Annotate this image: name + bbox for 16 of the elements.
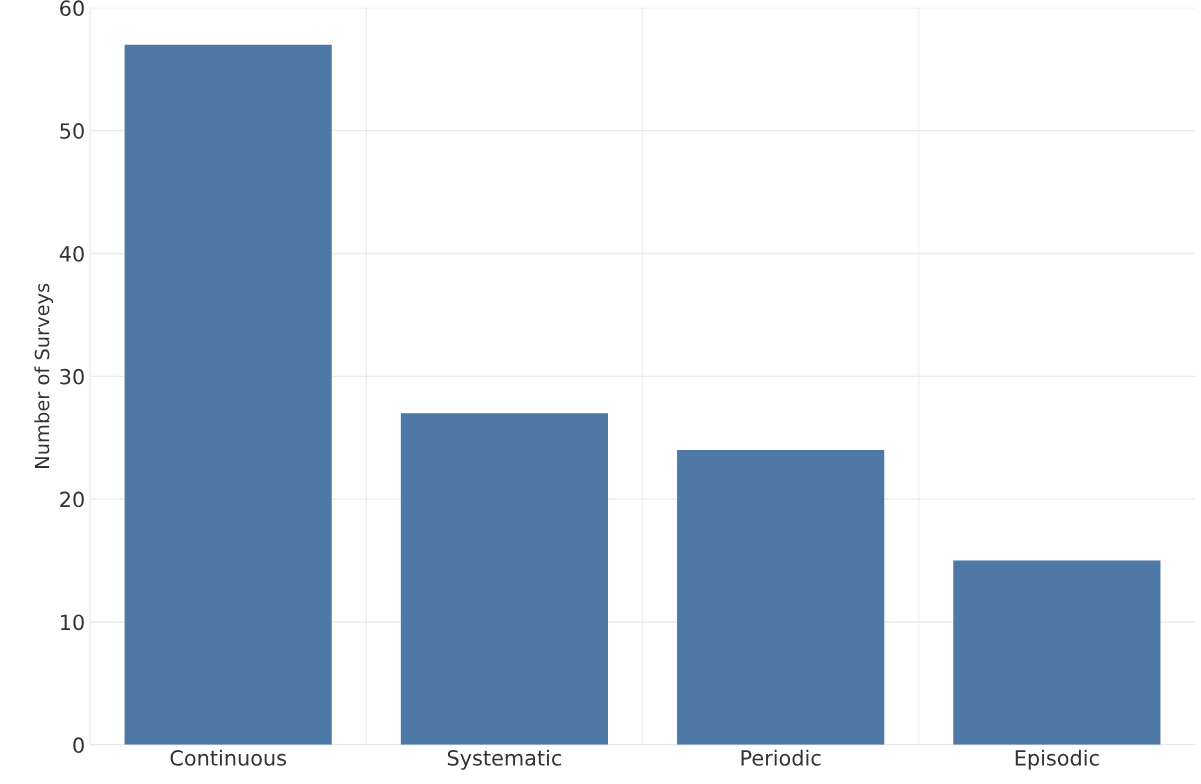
x-tick-label: Continuous (170, 749, 287, 766)
y-tick-label: 20 (60, 491, 84, 508)
bar (953, 560, 1161, 745)
bar (400, 413, 609, 745)
bar (124, 44, 332, 745)
y-tick-label: 30 (60, 368, 84, 385)
x-tick-label: Episodic (1015, 749, 1099, 770)
y-tick-label: 60 (60, 0, 84, 17)
y-tick-label: 0 (73, 737, 84, 754)
bar (677, 450, 885, 745)
y-axis-title: Number of Surveys (34, 283, 54, 468)
y-tick-label: 10 (60, 614, 84, 631)
x-tick-label: Systematic (447, 749, 562, 770)
x-tick-label: Periodic (741, 749, 821, 766)
y-tick-label: 50 (60, 123, 84, 139)
y-tick-label: 40 (59, 245, 84, 262)
